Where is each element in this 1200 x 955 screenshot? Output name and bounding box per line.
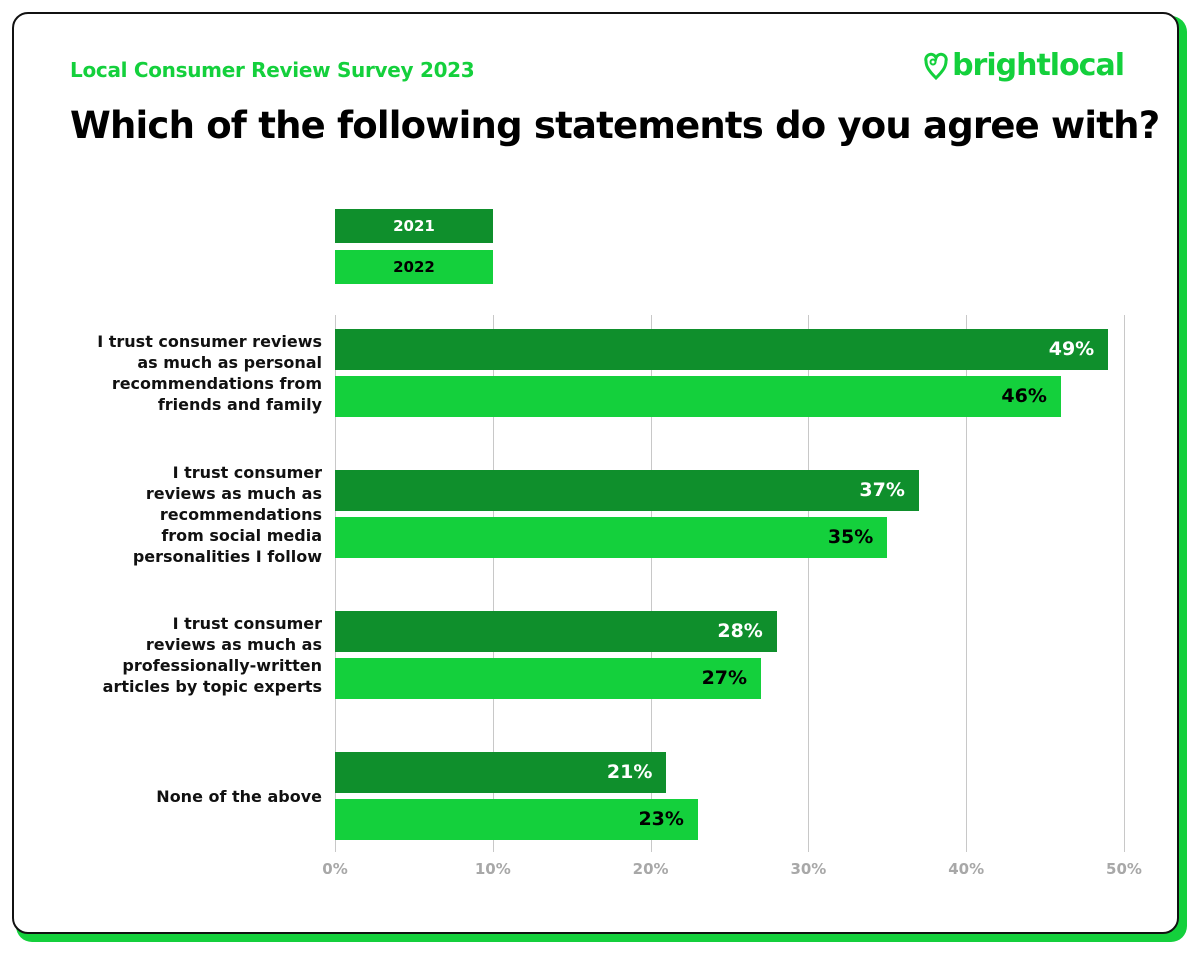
- bar-2021: [335, 470, 919, 511]
- x-tick-label: 20%: [632, 860, 669, 878]
- category-label: I trust consumer reviews as much as perso…: [42, 331, 322, 415]
- data-label: 27%: [701, 667, 748, 689]
- data-label: 23%: [638, 808, 684, 830]
- x-tick-label: 50%: [1106, 860, 1142, 878]
- category-label-line: reviews as much as: [145, 483, 322, 503]
- category-label-line: as much as personal: [137, 353, 322, 372]
- gridline: [1124, 315, 1125, 852]
- legend-2021: 2021: [335, 209, 493, 243]
- category-label-line: professionally-written: [122, 656, 322, 675]
- category-label: I trust consumer reviews as much as recomm…: [42, 462, 322, 567]
- category-label-line: personalities I follow: [132, 546, 322, 566]
- category-label-line: recommendations: [159, 504, 322, 524]
- bar-2021: [335, 329, 1109, 370]
- bar-2022: [335, 517, 888, 558]
- gridline: [966, 315, 968, 852]
- category-label-line: from social media: [161, 525, 322, 545]
- data-label: 46%: [1001, 385, 1047, 407]
- x-tick-label: 30%: [790, 860, 827, 878]
- bar-2022: [335, 376, 1061, 417]
- category-label-line: I trust consumer: [172, 614, 322, 633]
- category-label: None of the above: [42, 786, 322, 807]
- data-label: 21%: [606, 761, 653, 783]
- bar-2021: [335, 752, 667, 793]
- data-label: 28%: [717, 620, 763, 642]
- brand-logo: brightlocal: [924, 48, 1125, 83]
- gridline: [335, 315, 336, 852]
- chart-title: Which of the following statements do you…: [70, 104, 1160, 147]
- x-tick-label: 40%: [948, 860, 985, 878]
- heart-pin-icon: [924, 52, 948, 80]
- category-label-line: reviews as much as: [145, 635, 322, 654]
- bar-2022: [335, 799, 698, 840]
- data-label: 49%: [1048, 338, 1095, 360]
- x-tick-label: 0%: [322, 860, 348, 878]
- logo-text: brightlocal: [952, 48, 1125, 83]
- x-tick-label: 10%: [474, 860, 511, 878]
- category-label-line: articles by topic experts: [102, 677, 322, 696]
- data-label: 37%: [859, 479, 905, 501]
- gridline: [808, 315, 810, 852]
- category-label-line: I trust consumer reviews: [97, 332, 322, 351]
- category-label-line: None of the above: [156, 786, 322, 806]
- data-label: 35%: [827, 526, 874, 548]
- category-label: I trust consumer reviews as much as profes…: [42, 613, 322, 697]
- legend-2022: 2022: [335, 250, 493, 284]
- bar-2022: [335, 658, 762, 699]
- gridline: [492, 315, 494, 852]
- gridline: [650, 315, 652, 852]
- category-label-line: recommendations from: [111, 374, 322, 393]
- survey-subtitle: Local Consumer Review Survey 2023: [70, 58, 475, 82]
- category-label-line: I trust consumer: [172, 462, 322, 482]
- category-label-line: friends and family: [157, 395, 322, 414]
- bar-2021: [335, 611, 777, 652]
